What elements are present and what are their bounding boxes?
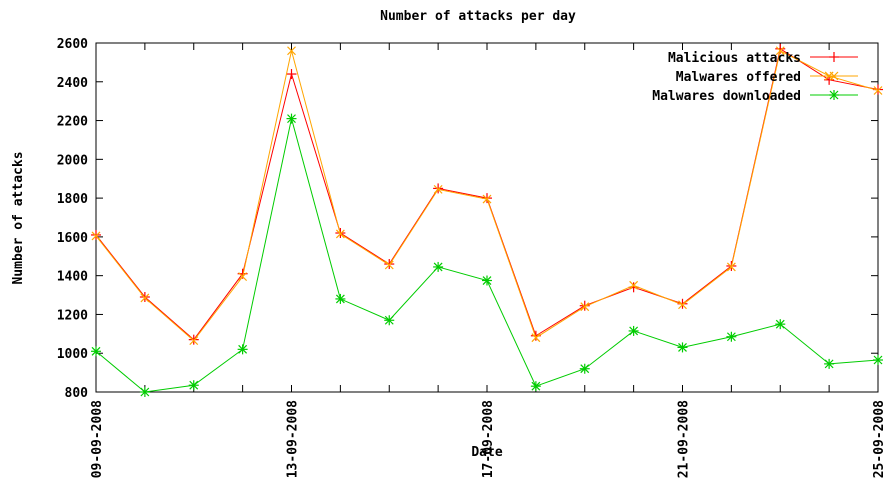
y-tick-label: 1600 [57,231,88,246]
data-point [139,291,150,302]
series-line [95,118,879,393]
legend-item: Malicious attacks [668,51,858,66]
data-point [829,71,839,81]
data-point [824,358,835,369]
x-tick-label: 13-09-2008 [286,400,301,478]
legend-item: Malwares offered [676,70,858,85]
data-point [91,229,101,240]
data-point [384,259,395,270]
data-point [139,387,150,397]
y-tick-label: 1800 [57,192,88,207]
data-point [286,69,297,80]
y-tick-label: 2200 [57,115,88,130]
data-point [530,381,541,392]
data-point [726,262,736,272]
data-point [384,315,395,326]
series-malwares-offered [91,46,883,346]
data-point [91,346,101,357]
y-tick-label: 2000 [57,153,88,168]
y-axis-label: Number of attacks [11,151,26,284]
data-point [873,86,883,95]
x-tick-label: 17-09-2008 [481,400,496,478]
x-axis-label: Date [471,445,502,460]
data-point [287,46,296,56]
data-point [189,336,199,346]
data-point [433,183,444,194]
chart-title: Number of attacks per day [380,9,576,24]
legend-label: Malwares downloaded [652,89,801,104]
y-tick-label: 2600 [57,37,88,52]
y-axis: 800 1000 1200 1400 1600 1800 2000 2200 2400 2600 [57,37,878,401]
data-point [873,355,883,366]
legend-label: Malicious attacks [668,51,801,66]
y-tick-label: 1000 [57,347,88,362]
x-tick-label: 25-09-2008 [872,400,885,478]
data-point [482,275,492,286]
series-layer [91,43,883,397]
legend-label: Malwares offered [676,70,801,85]
y-tick-label: 1200 [57,308,88,323]
legend: Malicious attacks Malwares offered Malware… [652,51,858,104]
data-point [433,184,443,194]
data-point [775,46,785,56]
data-point [482,194,492,204]
x-tick-label: 09-09-2008 [90,400,105,478]
data-point [91,231,101,241]
x-tick-label: 21-09-2008 [677,400,692,478]
data-point [531,333,541,343]
data-point [726,331,737,342]
data-point [678,300,687,310]
y-tick-label: 1400 [57,270,88,285]
data-point [829,52,839,62]
data-point [829,90,839,100]
data-point [188,334,199,345]
data-point [237,344,248,355]
data-point [580,302,590,312]
data-point [384,260,394,270]
data-point [579,363,590,374]
y-tick-label: 2400 [57,76,88,91]
data-point [335,293,346,304]
data-point [335,229,345,239]
legend-item: Malwares downloaded [652,89,858,104]
series-malwares-downloaded [91,113,883,397]
data-point [775,319,786,330]
data-point [629,280,639,290]
data-point [628,325,639,336]
data-point [238,272,248,282]
data-point [677,342,688,353]
data-point [286,113,297,124]
data-point [433,261,444,272]
x-axis: 09-09-2008 13-09-2008 17-09-2008 21-09-2008… [90,43,885,478]
data-point [140,293,150,303]
data-point [188,380,199,391]
y-tick-label: 800 [65,386,89,401]
